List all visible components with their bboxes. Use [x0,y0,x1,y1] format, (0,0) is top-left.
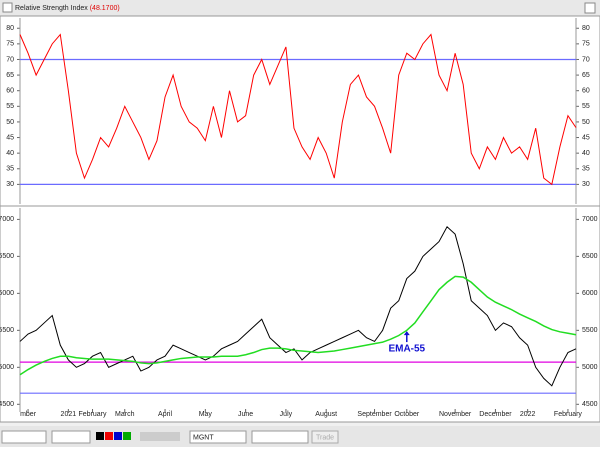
dropdown[interactable] [51,430,91,444]
window-icon[interactable] [2,2,13,13]
y-tick-label: 75 [582,41,590,48]
trade-label: Trade [316,434,334,441]
y-tick-label: 35 [582,166,590,173]
annotation-arrowhead [403,331,410,336]
tool-icons[interactable] [140,432,180,441]
data-line [19,225,577,387]
x-tick-label: 2021 [61,411,77,418]
x-tick-label: May [199,411,213,418]
annotation: EMA-55 [388,344,425,355]
x-tick-label: October [394,411,420,418]
trade-button[interactable] [311,430,339,444]
y-tick-label: 6000 [0,290,14,297]
title-bar [0,0,600,16]
y-tick-label: 75 [6,41,14,48]
x-tick-label: December [479,411,512,418]
x-tick-label: February [554,411,583,418]
dropdown[interactable] [251,430,309,444]
y-tick-label: 65 [6,72,14,79]
y-tick-label: 4500 [582,401,598,408]
y-tick-label: 30 [6,181,14,188]
y-tick-label: 6500 [0,253,14,260]
x-tick-label: July [280,411,293,418]
y-tick-label: 6500 [582,253,598,260]
x-tick-label: February [79,411,108,418]
y-tick-label: 60 [582,88,590,95]
rsi-panel [0,15,600,207]
y-tick-label: 45 [6,134,14,141]
x-tick-label: 2022 [520,411,536,418]
y-tick-label: 5500 [582,327,598,334]
y-tick-label: 80 [582,25,590,32]
y-tick-label: 5000 [0,364,14,371]
y-tick-label: 65 [582,72,590,79]
y-tick-label: 6000 [582,290,598,297]
y-tick-label: 40 [582,150,590,157]
y-tick-label: 80 [6,25,14,32]
price-panel [0,205,600,423]
color-swatch[interactable] [105,432,113,440]
y-tick-label: 70 [6,56,14,63]
y-tick-label: 5500 [0,327,14,334]
y-tick-label: 60 [6,88,14,95]
symbol: MGNT [193,434,214,441]
x-tick-label: August [315,411,337,418]
x-tick-label: March [115,411,135,418]
color-swatch[interactable] [114,432,122,440]
close-button[interactable] [584,2,596,14]
dropdown[interactable] [1,430,47,444]
y-tick-label: 5000 [582,364,598,371]
y-tick-label: 55 [582,103,590,110]
y-tick-label: 55 [6,103,14,110]
y-tick-label: 7000 [0,216,14,223]
color-swatch[interactable] [96,432,104,440]
current-value: (48.1700) [90,5,120,12]
data-line [19,275,577,376]
y-tick-label: 4500 [0,401,14,408]
x-tick-label: November [439,411,472,418]
y-tick-label: 35 [6,166,14,173]
x-tick-label: April [158,411,172,418]
y-tick-label: 40 [6,150,14,157]
x-tick-label: September [357,411,392,418]
color-swatch[interactable] [123,432,131,440]
symbol-box[interactable] [189,430,247,444]
y-tick-label: 7000 [582,216,598,223]
x-tick-label: June [238,411,253,418]
x-tick-label: mber [20,411,37,418]
panel-title: Relative Strength Index (48.1700) [15,5,120,12]
title-text: Relative Strength Index [15,5,88,12]
y-tick-label: 30 [582,181,590,188]
y-tick-label: 50 [582,119,590,126]
y-tick-label: 45 [582,134,590,141]
y-tick-label: 50 [6,119,14,126]
y-tick-label: 70 [582,56,590,63]
data-line [19,33,577,186]
